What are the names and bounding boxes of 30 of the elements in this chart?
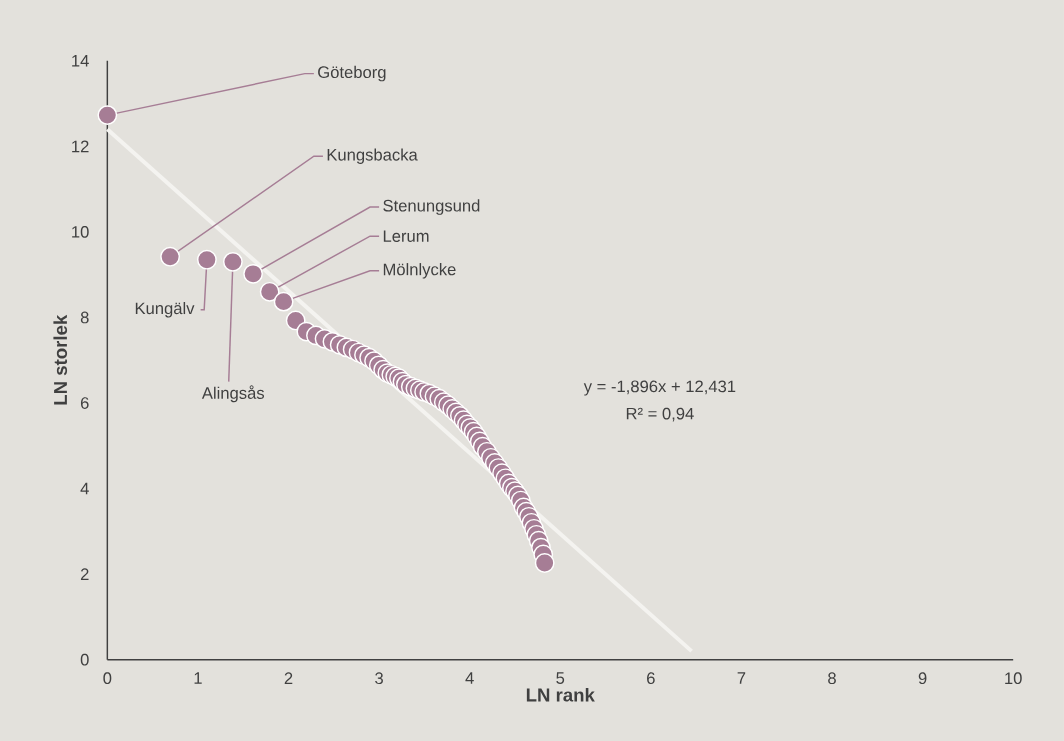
annotation: Mölnlycke — [383, 262, 456, 279]
x-tick-label: 8 — [828, 672, 836, 684]
y-tick-label: 2 — [80, 568, 89, 580]
x-tick-label: 9 — [918, 672, 927, 684]
x-tick-label: 0 — [103, 672, 112, 684]
x-tick-label: 7 — [737, 672, 746, 684]
y-tick-label: 8 — [80, 311, 89, 324]
x-tick-label: 5 — [556, 672, 565, 684]
y-tick-label: 14 — [72, 54, 89, 67]
annotation: Alingsås — [201, 385, 265, 402]
x-tick-label: 4 — [465, 672, 474, 684]
x-tick-label: 1 — [194, 672, 202, 684]
y-tick-label: 4 — [80, 482, 89, 495]
y-tick-label: 10 — [72, 225, 89, 238]
y-tick-label: 0 — [80, 653, 89, 666]
y-axis-title: LN storlek — [53, 314, 68, 405]
y-tick-label: 6 — [80, 396, 89, 409]
x-tick-label: 10 — [1005, 672, 1022, 684]
x-tick-label: 2 — [284, 672, 293, 684]
x-tick-label: 6 — [647, 672, 655, 684]
annotation: Göteborg — [318, 65, 386, 82]
annotation: Kungälv — [135, 301, 195, 318]
annotation: R² = 0,94 — [626, 407, 694, 422]
x-axis-title: LN rank — [526, 687, 595, 702]
y-tick-label: 12 — [72, 140, 89, 152]
annotation: y = -1,896x + 12,431 — [583, 380, 736, 396]
x-tick-label: 3 — [375, 672, 383, 684]
annotation: Lerum — [383, 230, 429, 242]
annotation: Stenungsund — [383, 199, 480, 215]
annotation: Kungsbacka — [327, 148, 418, 164]
